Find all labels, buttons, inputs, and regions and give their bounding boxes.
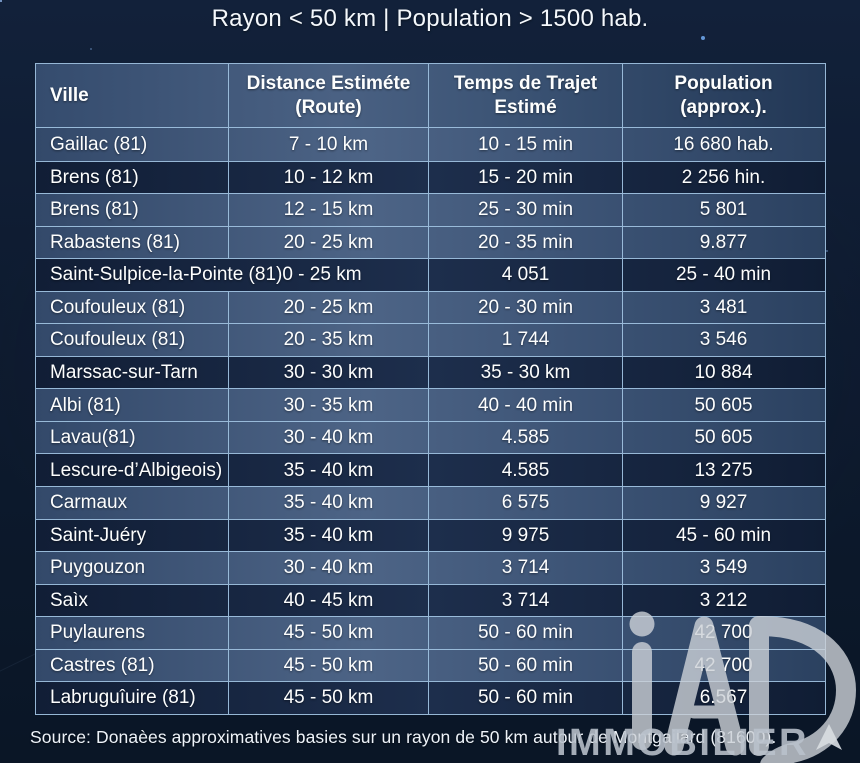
cell-population: 10 884 bbox=[694, 362, 753, 384]
table-row: Puylaurens 45 - 50 km 50 - 60 min 42 700 bbox=[36, 616, 825, 649]
cell-population: 50 605 bbox=[694, 394, 753, 416]
cell-temps: 20 - 30 min bbox=[429, 291, 623, 324]
cell-ville-merged: Saint-Sulpice-la-Pointe (81)0 - 25 km bbox=[36, 259, 429, 291]
cell-temps: 50 - 60 min bbox=[429, 682, 623, 714]
cell-distance: 20 - 35 km bbox=[229, 324, 429, 356]
cell-distance: 20 - 25 km bbox=[229, 291, 429, 324]
cell-ville: Puygouzon bbox=[36, 552, 229, 584]
source-note: Source: Donaèes approximatives basies su… bbox=[30, 727, 777, 747]
cell-population: 3 212 bbox=[699, 589, 748, 611]
cell-population: 42 700 bbox=[694, 622, 753, 644]
cell-population: 16 680 hab. bbox=[673, 133, 774, 155]
cell-ville: Marssac-sur-Tarn bbox=[36, 356, 229, 389]
cell-temps: 50 - 60 min bbox=[429, 617, 623, 649]
cell-distance: 7 - 10 km bbox=[229, 128, 429, 161]
table-row: Puygouzon 30 - 40 km 3 714 3 549 bbox=[36, 551, 825, 584]
table-row: Gaillac (81) 7 - 10 km 10 - 15 min 16 680 h… bbox=[36, 128, 825, 161]
cell-ville: Castres (81) bbox=[36, 649, 229, 682]
cell-ville: Coufouleux (81) bbox=[36, 324, 229, 356]
cell-population: 3 546 bbox=[699, 329, 748, 351]
cell-distance: 30 - 30 km bbox=[229, 356, 429, 389]
table-row: Lescure-d’Albigeois) 35 - 40 km 4.585 13 27… bbox=[36, 453, 825, 487]
cell-population: 3 481 bbox=[699, 296, 748, 318]
header-cell-ville: Ville bbox=[36, 64, 229, 127]
cell-ville: Rabastens (81) bbox=[36, 226, 229, 259]
cell-temps: 9 975 bbox=[429, 519, 623, 552]
cities-comparison-table: Ville Distance Estiméte (Route) Temps de T… bbox=[35, 63, 826, 715]
cell-distance: 45 - 50 km bbox=[229, 682, 429, 714]
cell-population: 6.567 bbox=[699, 687, 748, 709]
table-row: Brens (81) 12 - 15 km 25 - 30 min 5 801 bbox=[36, 193, 825, 226]
table-header-row: Ville Distance Estiméte (Route) Temps de T… bbox=[36, 64, 825, 128]
cell-population: 25 - 40 min bbox=[675, 264, 772, 286]
table-row: Saìx 40 - 45 km 3 714 3 212 bbox=[36, 583, 825, 617]
header-cell-temps: Temps de Trajet Estimé bbox=[429, 64, 623, 127]
cell-temps: 15 - 20 min bbox=[429, 161, 623, 194]
cell-distance: 30 - 40 km bbox=[229, 421, 429, 454]
cell-distance: 10 - 12 km bbox=[229, 161, 429, 194]
table-row: Saint-Sulpice-la-Pointe (81)0 - 25 km 4 0… bbox=[36, 258, 825, 291]
table-row: Brens (81) 10 - 12 km 15 - 20 min 2 256 hin… bbox=[36, 160, 825, 194]
page-title: Rayon < 50 km | Population > 1500 hab. bbox=[211, 5, 649, 32]
table-row: Lavau(81) 30 - 40 km 4.585 50 605 bbox=[36, 420, 825, 454]
cell-population: 50 605 bbox=[694, 427, 753, 449]
cell-population: 2 256 hin. bbox=[681, 166, 766, 188]
cell-temps: 35 - 30 km bbox=[429, 356, 623, 389]
cell-ville: Lescure-d’Albigeois) bbox=[36, 454, 229, 487]
cell-distance: 35 - 40 km bbox=[229, 454, 429, 487]
cell-population: 42 700 bbox=[694, 654, 753, 676]
cell-distance: 12 - 15 km bbox=[229, 194, 429, 226]
header-cell-distance: Distance Estiméte (Route) bbox=[229, 64, 429, 127]
cell-distance: 30 - 35 km bbox=[229, 389, 429, 421]
cell-distance: 40 - 45 km bbox=[229, 584, 429, 617]
cell-temps: 6 575 bbox=[429, 487, 623, 519]
table-row: Coufouleux (81) 20 - 25 km 20 - 30 min 3 48… bbox=[36, 290, 825, 324]
cell-population: 3 549 bbox=[699, 557, 748, 579]
table-row: Rabastens (81) 20 - 25 km 20 - 35 min 9.877 bbox=[36, 225, 825, 259]
cell-distance: 45 - 50 km bbox=[229, 617, 429, 649]
cell-ville: Albi (81) bbox=[36, 389, 229, 421]
cell-distance: 20 - 25 km bbox=[229, 226, 429, 259]
cell-distance: 35 - 40 km bbox=[229, 487, 429, 519]
cell-distance: 30 - 40 km bbox=[229, 552, 429, 584]
table-row: Castres (81) 45 - 50 km 50 - 60 min 42 700 bbox=[36, 648, 825, 682]
table-row: Labruguîuire (81) 45 - 50 km 50 - 60 min 6.… bbox=[36, 681, 825, 714]
cell-population: 9 927 bbox=[699, 492, 748, 514]
location-pin-icon bbox=[814, 724, 844, 757]
cell-temps: 4.585 bbox=[429, 421, 623, 454]
cell-ville: Brens (81) bbox=[36, 194, 229, 226]
cell-ville: Coufouleux (81) bbox=[36, 291, 229, 324]
cell-temps: 50 - 60 min bbox=[429, 649, 623, 682]
cell-temps: 40 - 40 min bbox=[429, 389, 623, 421]
cell-ville: Lavau(81) bbox=[36, 421, 229, 454]
cell-temps: 4.585 bbox=[429, 454, 623, 487]
table-row: Saint-Juéry 35 - 40 km 9 975 45 - 60 min bbox=[36, 518, 825, 552]
cell-ville: Puylaurens bbox=[36, 617, 229, 649]
table-row: Coufouleux (81) 20 - 35 km 1 744 3 546 bbox=[36, 323, 825, 356]
cell-ville: Labruguîuire (81) bbox=[36, 682, 229, 714]
cell-ville: Carmaux bbox=[36, 487, 229, 519]
table-row: Marssac-sur-Tarn 30 - 30 km 35 - 30 km 10 8… bbox=[36, 355, 825, 389]
cell-temps: 20 - 35 min bbox=[429, 226, 623, 259]
cell-ville: Brens (81) bbox=[36, 161, 229, 194]
cell-temps: 3 714 bbox=[429, 552, 623, 584]
cell-temps: 1 744 bbox=[429, 324, 623, 356]
cell-temps: 3 714 bbox=[429, 584, 623, 617]
cell-temps: 4 051 bbox=[429, 259, 623, 291]
cell-ville: Gaillac (81) bbox=[36, 128, 229, 161]
cell-distance: 35 - 40 km bbox=[229, 519, 429, 552]
cell-temps: 25 - 30 min bbox=[429, 194, 623, 226]
cell-ville: Saint-Juéry bbox=[36, 519, 229, 552]
cell-temps: 10 - 15 min bbox=[429, 128, 623, 161]
cell-population: 9.877 bbox=[699, 231, 748, 253]
cell-population: 45 - 60 min bbox=[675, 524, 772, 546]
cell-distance: 45 - 50 km bbox=[229, 649, 429, 682]
table-row: Albi (81) 30 - 35 km 40 - 40 min 50 605 bbox=[36, 388, 825, 421]
cell-population: 5 801 bbox=[699, 199, 748, 221]
table-row: Carmaux 35 - 40 km 6 575 9 927 bbox=[36, 486, 825, 519]
cell-ville: Saìx bbox=[36, 584, 229, 617]
header-cell-population: Population (approx.). bbox=[674, 73, 773, 118]
cell-population: 13 275 bbox=[694, 459, 753, 481]
